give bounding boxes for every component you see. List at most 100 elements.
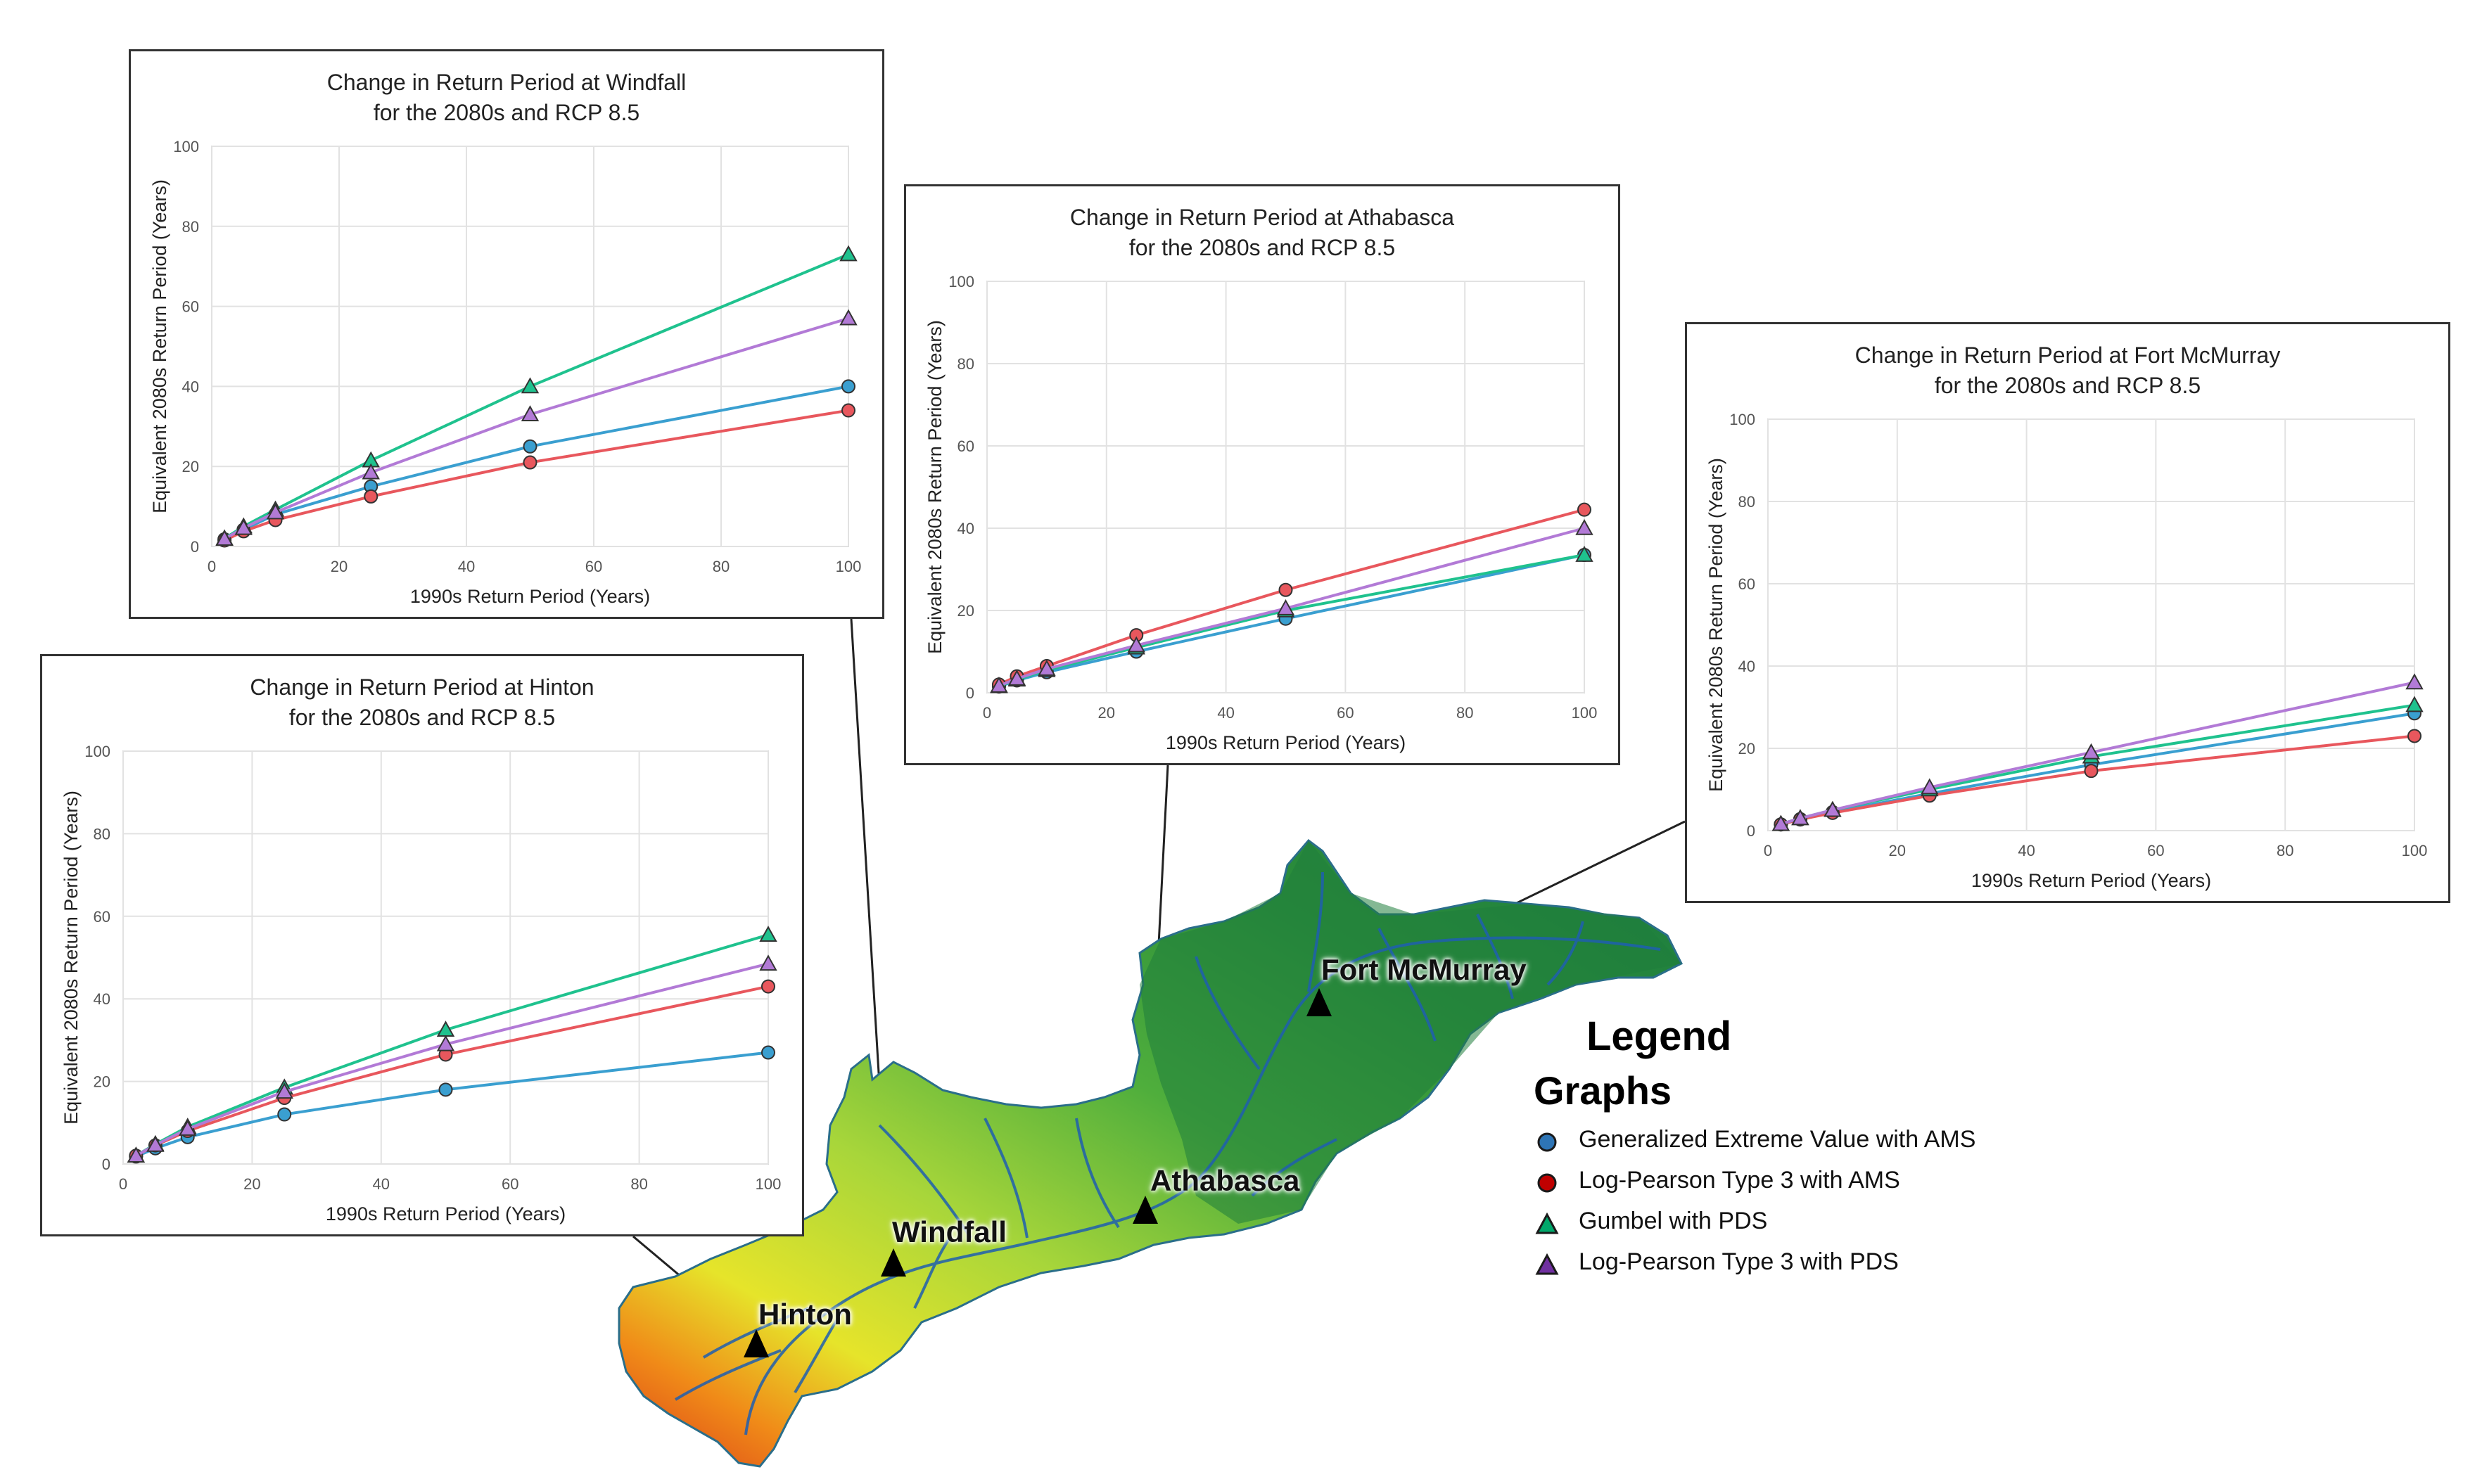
legend-item-lp3-pds: Log-Pearson Type 3 with PDS xyxy=(1534,1244,2068,1285)
data-point xyxy=(215,530,234,546)
data-point xyxy=(1791,809,1809,826)
x-tick-label: 20 xyxy=(1889,842,1906,859)
series-gumbel-with-pds xyxy=(127,926,777,1163)
data-point xyxy=(521,405,540,422)
x-axis-label: 1990s Return Period (Years) xyxy=(1971,870,2211,891)
series-line xyxy=(1780,734,2415,826)
x-tick-label: 0 xyxy=(983,704,991,722)
data-point xyxy=(523,455,537,470)
chart-subtitle: for the 2080s and RCP 8.5 xyxy=(1129,235,1395,260)
series-log-pearson-type-3-with-pds xyxy=(215,309,858,546)
chart-panel-hinton: Change in Return Period at Hinton for the… xyxy=(40,654,804,1236)
data-point xyxy=(759,926,777,942)
river-network xyxy=(674,871,1661,1435)
data-point xyxy=(2405,696,2424,712)
data-point xyxy=(364,489,378,504)
data-point xyxy=(1824,800,1842,817)
chart-athabasca: Change in Return Period at Athabasca for … xyxy=(924,205,1598,753)
data-point xyxy=(1921,778,1939,795)
data-point xyxy=(179,1120,197,1136)
chart-title: Change in Return Period at Windfall xyxy=(327,70,687,95)
data-point xyxy=(1007,670,1026,686)
data-point xyxy=(1127,636,1145,653)
chart-windfall: Change in Return Period at Windfall for t… xyxy=(149,70,862,607)
circle-marker-icon xyxy=(1537,1173,1557,1193)
y-tick-label: 40 xyxy=(957,520,974,537)
x-tick-label: 100 xyxy=(836,558,862,575)
chart-title: Change in Return Period at Fort McMurray xyxy=(1855,343,2281,368)
x-axis-label: 1990s Return Period (Years) xyxy=(410,586,650,607)
series-line xyxy=(224,316,849,540)
x-tick-label: 60 xyxy=(1337,704,1354,722)
y-tick-label: 0 xyxy=(102,1156,110,1173)
legend-item-label: Generalized Extreme Value with AMS xyxy=(1579,1126,1976,1153)
x-axis-label: 1990s Return Period (Years) xyxy=(326,1203,566,1224)
data-point xyxy=(2407,729,2421,743)
circle-marker-icon xyxy=(1537,1132,1557,1152)
y-axis-label: Equivalent 2080s Return Period (Years) xyxy=(61,791,82,1125)
data-point xyxy=(759,954,777,971)
x-tick-label: 40 xyxy=(373,1175,390,1193)
data-point xyxy=(523,439,537,454)
x-tick-label: 80 xyxy=(630,1175,647,1193)
site-label-fort-mcmurray: Fort McMurray xyxy=(1321,953,1527,986)
x-tick-label: 20 xyxy=(1098,704,1115,722)
series-line xyxy=(135,985,769,1158)
y-axis-label: Equivalent 2080s Return Period (Years) xyxy=(1705,458,1726,792)
series-line xyxy=(135,933,769,1157)
data-point xyxy=(990,676,1008,693)
data-point xyxy=(761,1045,775,1060)
chart-panel-athabasca: Change in Return Period at Athabasca for … xyxy=(904,184,1620,765)
legend-item-gumbel-pds: Gumbel with PDS xyxy=(1534,1203,2068,1244)
x-tick-label: 20 xyxy=(331,558,348,575)
y-axis-label: Equivalent 2080s Return Period (Years) xyxy=(149,179,170,513)
data-point xyxy=(1276,599,1295,615)
site-marker-hinton xyxy=(744,1329,769,1357)
data-point xyxy=(438,1082,453,1097)
y-tick-label: 60 xyxy=(94,908,110,926)
x-tick-label: 20 xyxy=(243,1175,260,1193)
y-tick-label: 20 xyxy=(1738,740,1755,757)
legend-item-label: Gumbel with PDS xyxy=(1579,1208,1768,1234)
legend-item-gev-ams: Generalized Extreme Value with AMS xyxy=(1534,1122,2068,1163)
y-axis-label: Equivalent 2080s Return Period (Years) xyxy=(924,320,946,654)
x-tick-label: 40 xyxy=(2018,842,2035,859)
data-point xyxy=(275,1082,293,1099)
data-point xyxy=(436,1035,455,1051)
data-point xyxy=(1771,814,1790,831)
x-tick-label: 100 xyxy=(1572,704,1598,722)
x-tick-label: 80 xyxy=(2277,842,2293,859)
series-gumbel-with-pds xyxy=(215,245,858,546)
data-point xyxy=(839,245,858,262)
data-point xyxy=(839,309,858,326)
site-marker-fort-mcmurray xyxy=(1306,988,1332,1016)
chart-hinton: Change in Return Period at Hinton for the… xyxy=(61,674,782,1224)
chart-title: Change in Return Period at Athabasca xyxy=(1070,205,1454,230)
forest-region xyxy=(1140,840,1681,1224)
y-tick-label: 20 xyxy=(94,1073,110,1091)
legend-subtitle: Graphs xyxy=(1534,1068,1672,1113)
legend-item-label: Log-Pearson Type 3 with AMS xyxy=(1579,1167,1900,1194)
data-point xyxy=(362,463,380,480)
y-tick-label: 20 xyxy=(182,458,199,475)
legend: Legend Graphs Generalized Extreme Value … xyxy=(1534,1013,2068,1294)
data-point xyxy=(266,503,285,520)
y-tick-label: 100 xyxy=(1729,411,1755,428)
y-tick-label: 100 xyxy=(84,743,110,760)
y-tick-label: 20 xyxy=(957,602,974,620)
y-tick-label: 60 xyxy=(182,298,199,316)
x-tick-label: 100 xyxy=(756,1175,782,1193)
chart-subtitle: for the 2080s and RCP 8.5 xyxy=(374,100,639,125)
x-axis-label: 1990s Return Period (Years) xyxy=(1166,732,1406,753)
x-tick-label: 60 xyxy=(502,1175,518,1193)
data-point xyxy=(841,403,855,418)
y-tick-label: 40 xyxy=(1738,658,1755,675)
data-point xyxy=(2084,764,2099,779)
data-point xyxy=(1278,582,1293,597)
data-point xyxy=(2082,743,2101,760)
data-point xyxy=(1577,502,1591,517)
data-point xyxy=(521,377,540,394)
y-tick-label: 0 xyxy=(966,684,974,702)
